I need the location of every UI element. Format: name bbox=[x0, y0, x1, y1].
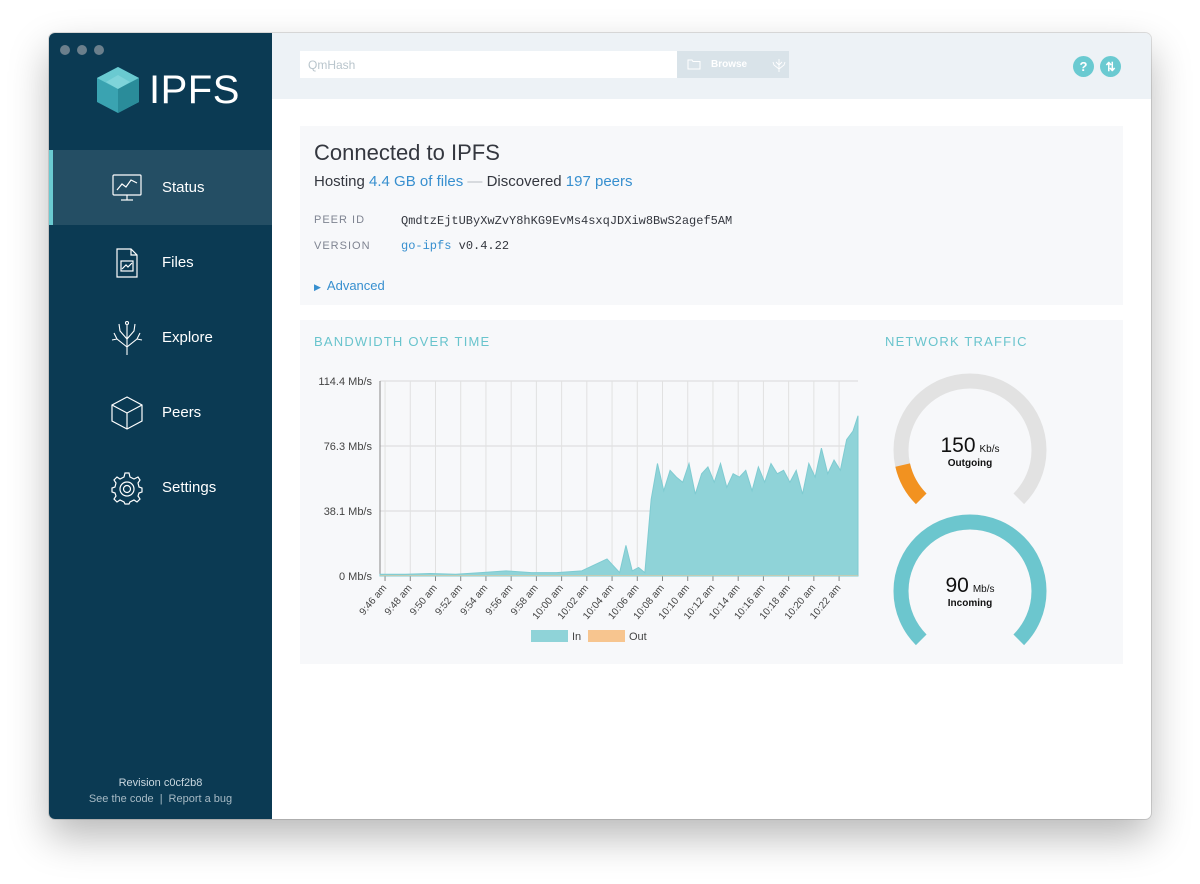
sidebar: IPFS Status bbox=[49, 33, 272, 819]
explore-mini-icon bbox=[772, 58, 786, 72]
window-controls bbox=[60, 45, 104, 55]
browse-label: Browse bbox=[711, 59, 748, 70]
y-tick-label: 38.1 Mb/s bbox=[324, 506, 373, 518]
sidebar-item-label: Peers bbox=[162, 404, 202, 421]
legend-out-swatch bbox=[588, 630, 625, 642]
advanced-toggle[interactable]: ▶ Advanced bbox=[314, 278, 385, 293]
incoming-value-text: 90 Mb/s bbox=[945, 574, 994, 597]
sidebar-item-peers[interactable]: Peers bbox=[49, 375, 272, 450]
network-gauges: 150 Kb/s Outgoing 90 Mb/s Incoming bbox=[893, 373, 1047, 646]
app-window: IPFS Status bbox=[49, 33, 1151, 819]
files-icon bbox=[109, 245, 145, 281]
see-code-link[interactable]: See the code bbox=[88, 793, 154, 805]
status-chart-icon bbox=[109, 170, 145, 206]
incoming-value: 90 bbox=[945, 574, 968, 597]
series-out-area bbox=[380, 575, 858, 576]
incoming-gauge-fill bbox=[893, 514, 1047, 646]
legend-out-label: Out bbox=[629, 631, 647, 643]
legend-in-swatch bbox=[531, 630, 568, 642]
summary-dash: — bbox=[467, 173, 483, 190]
sidebar-item-label: Files bbox=[162, 254, 194, 271]
browse-button[interactable]: Browse bbox=[677, 51, 789, 78]
minimize-window-dot[interactable] bbox=[77, 45, 87, 55]
ipfs-logo: IPFS bbox=[95, 65, 240, 115]
close-window-dot[interactable] bbox=[60, 45, 70, 55]
version-number: v0.4.22 bbox=[458, 239, 510, 253]
sync-icon[interactable]: ⇅ bbox=[1100, 56, 1121, 77]
outgoing-gauge-fill bbox=[895, 463, 927, 505]
version-value-row: go-ipfs v0.4.22 bbox=[401, 239, 509, 253]
help-icon[interactable]: ? bbox=[1073, 56, 1094, 77]
settings-gear-icon bbox=[109, 470, 145, 506]
peer-id-label: PEER ID bbox=[314, 214, 366, 226]
version-label: VERSION bbox=[314, 240, 371, 252]
y-tick-label: 0 Mb/s bbox=[339, 571, 373, 583]
go-ipfs-link[interactable]: go-ipfs bbox=[401, 239, 452, 253]
outgoing-gauge-track bbox=[893, 373, 1047, 505]
discovered-prefix: Discovered bbox=[486, 173, 562, 190]
footer-links: See the code | Report a bug bbox=[49, 791, 272, 807]
advanced-label: Advanced bbox=[326, 278, 385, 293]
peers-count-link[interactable]: 197 peers bbox=[565, 173, 633, 190]
outgoing-value-text: 150 Kb/s bbox=[940, 434, 999, 457]
outgoing-unit: Kb/s bbox=[980, 444, 1000, 455]
y-tick-label: 114.4 Mb/s bbox=[318, 376, 372, 388]
sidebar-item-status[interactable]: Status bbox=[49, 150, 272, 225]
expand-triangle-icon: ▶ bbox=[314, 282, 321, 292]
hosting-files-link[interactable]: 4.4 GB of files bbox=[369, 173, 464, 190]
folder-icon bbox=[687, 59, 701, 70]
outgoing-value: 150 bbox=[940, 434, 975, 457]
top-bar: Browse ? ⇅ bbox=[272, 33, 1151, 99]
revision-text: Revision c0cf2b8 bbox=[118, 777, 203, 789]
footer-separator: | bbox=[159, 793, 163, 805]
sidebar-item-label: Status bbox=[162, 179, 205, 196]
sidebar-item-label: Explore bbox=[162, 329, 213, 346]
hash-search-input[interactable] bbox=[300, 51, 677, 78]
bandwidth-title: BANDWIDTH OVER TIME bbox=[314, 334, 491, 349]
sidebar-nav: Status Files bbox=[49, 150, 272, 525]
network-traffic-title: NETWORK TRAFFIC bbox=[885, 334, 1028, 349]
connection-title: Connected to IPFS bbox=[314, 140, 500, 165]
series-in-area bbox=[379, 415, 859, 577]
sidebar-item-settings[interactable]: Settings bbox=[49, 450, 272, 525]
explore-tree-icon bbox=[109, 320, 145, 356]
maximize-window-dot[interactable] bbox=[94, 45, 104, 55]
legend-in-label: In bbox=[572, 631, 581, 643]
peer-id-value: QmdtzEjtUByXwZvY8hKG9EvMs4sxqJDXiw8BwS2a… bbox=[401, 214, 733, 228]
report-bug-link[interactable]: Report a bug bbox=[168, 793, 233, 805]
sidebar-item-files[interactable]: Files bbox=[49, 225, 272, 300]
ipfs-cube-icon bbox=[97, 67, 139, 113]
incoming-label: Incoming bbox=[948, 598, 992, 609]
connection-summary: Hosting 4.4 GB of files — Discovered 197… bbox=[314, 173, 633, 190]
status-panel: Connected to IPFS Hosting 4.4 GB of file… bbox=[300, 126, 1123, 305]
peers-cube-icon bbox=[109, 395, 145, 431]
outgoing-label: Outgoing bbox=[948, 458, 992, 469]
hosting-prefix: Hosting bbox=[314, 173, 365, 190]
sidebar-item-label: Settings bbox=[162, 479, 217, 496]
app-name: IPFS bbox=[149, 67, 240, 112]
sidebar-item-explore[interactable]: Explore bbox=[49, 300, 272, 375]
charts-panel: BANDWIDTH OVER TIME NETWORK TRAFFIC 0 Mb… bbox=[300, 320, 1123, 664]
sidebar-footer: Revision c0cf2b8 See the code | Report a b… bbox=[49, 775, 272, 807]
incoming-unit: Mb/s bbox=[973, 584, 995, 595]
y-tick-label: 76.3 Mb/s bbox=[324, 441, 373, 453]
